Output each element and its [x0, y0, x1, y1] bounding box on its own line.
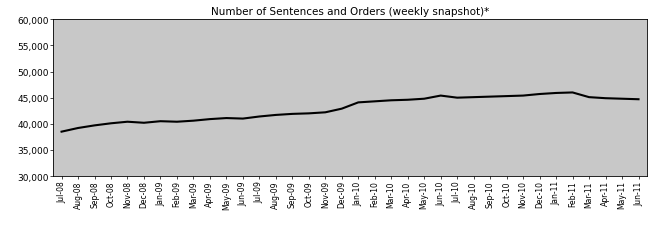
Title: Number of Sentences and Orders (weekly snapshot)*: Number of Sentences and Orders (weekly s… — [211, 7, 489, 17]
